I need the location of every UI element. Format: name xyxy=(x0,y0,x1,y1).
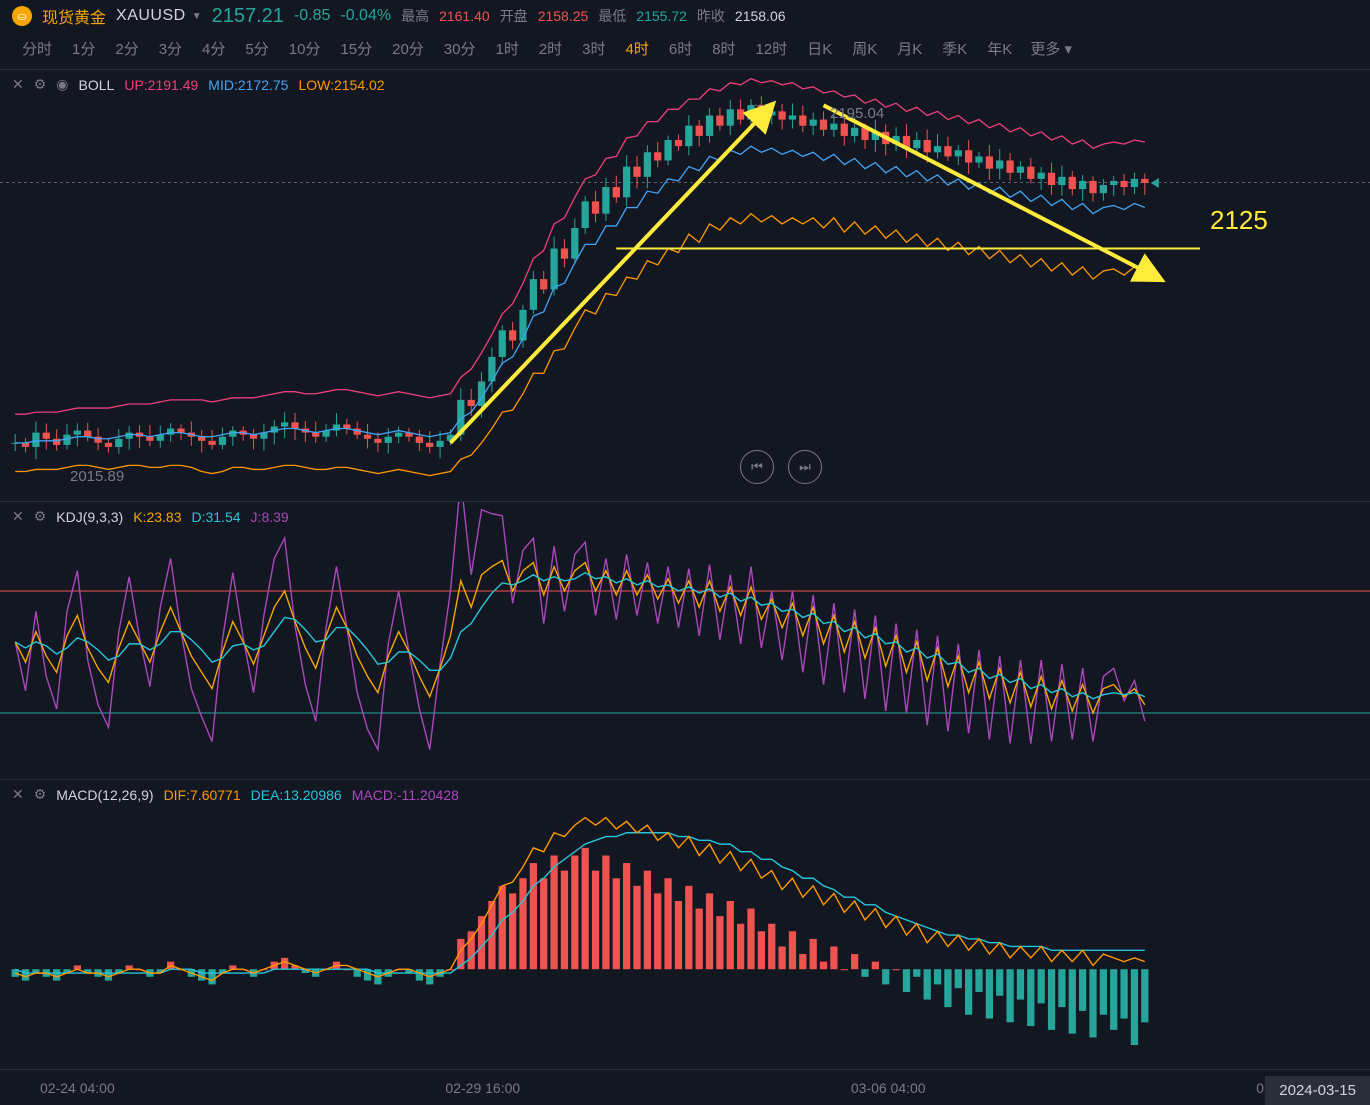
eye-icon[interactable]: ◉ xyxy=(56,76,68,93)
low-value: 2155.72 xyxy=(636,8,687,24)
close-icon[interactable]: ✕ xyxy=(12,76,24,93)
timeframe-周K[interactable]: 周K xyxy=(842,34,887,63)
low-annotation: 2015.89 xyxy=(70,468,124,485)
kdj-j-label: J: xyxy=(251,509,262,525)
timeframe-日K[interactable]: 日K xyxy=(797,34,842,63)
next-button[interactable]: ⏭ xyxy=(788,450,822,484)
price-change: -0.85 xyxy=(294,7,330,25)
timeframe-8时[interactable]: 8时 xyxy=(702,34,745,63)
current-date-badge: 2024-03-15 xyxy=(1265,1076,1370,1105)
macd-macd-label: MACD: xyxy=(352,787,397,803)
prev-label: 昨收 xyxy=(697,6,725,26)
timeframe-分时[interactable]: 分时 xyxy=(12,34,62,63)
timeframe-2时[interactable]: 2时 xyxy=(529,34,572,63)
symbol-icon: ⛀ xyxy=(12,6,32,26)
macd-dif-label: DIF: xyxy=(164,787,190,803)
kdj-j-value: 8.39 xyxy=(261,509,288,525)
timeframe-12时[interactable]: 12时 xyxy=(746,34,798,63)
kdj-d-value: 31.54 xyxy=(206,509,241,525)
quote-header: ⛀ 现货黄金 XAUUSD ▼ 2157.21 -0.85 -0.04% 最高 … xyxy=(0,0,1370,32)
timeframe-10分[interactable]: 10分 xyxy=(279,34,331,63)
high-label: 最高 xyxy=(401,6,429,26)
boll-low-label: LOW: xyxy=(298,77,334,93)
xaxis-label: 02-24 04:00 xyxy=(40,1080,115,1096)
timeframe-季K[interactable]: 季K xyxy=(932,34,977,63)
symbol-ticker[interactable]: XAUUSD xyxy=(116,7,186,25)
boll-low-value: 2154.02 xyxy=(334,77,385,93)
timeframe-row: 分时1分2分3分4分5分10分15分20分30分1时2时3时4时6时8时12时日… xyxy=(0,32,1370,70)
kdj-panel[interactable]: ✕ ⚙ KDJ(9,3,3) K:23.83 D:31.54 J:8.39 xyxy=(0,502,1370,780)
boll-label: BOLL xyxy=(79,77,115,93)
timeframe-more[interactable]: 更多 ▾ xyxy=(1022,34,1080,63)
timeframe-5分[interactable]: 5分 xyxy=(235,34,278,63)
kdj-chart-svg xyxy=(0,502,1370,780)
kdj-k-label: K: xyxy=(133,509,146,525)
timeframe-15分[interactable]: 15分 xyxy=(330,34,382,63)
timeframe-4分[interactable]: 4分 xyxy=(192,34,235,63)
timeframe-1时[interactable]: 1时 xyxy=(485,34,528,63)
symbol-name: 现货黄金 xyxy=(42,4,106,28)
price-chart-svg xyxy=(0,70,1370,502)
gear-icon[interactable]: ⚙ xyxy=(34,76,47,93)
boll-mid-value: 2172.75 xyxy=(238,77,289,93)
time-axis: 02-24 04:00 02-29 16:00 03-06 04:00 03-1… xyxy=(0,1070,1370,1105)
macd-label: MACD(12,26,9) xyxy=(56,787,153,803)
boll-header: ✕ ⚙ ◉ BOLL UP:2191.49 MID:2172.75 LOW:21… xyxy=(0,70,397,99)
timeframe-年K[interactable]: 年K xyxy=(977,34,1022,63)
timeframe-4时[interactable]: 4时 xyxy=(616,34,659,63)
high-value: 2161.40 xyxy=(439,8,490,24)
gear-icon[interactable]: ⚙ xyxy=(34,786,47,803)
timeframe-3时[interactable]: 3时 xyxy=(572,34,615,63)
close-icon[interactable]: ✕ xyxy=(12,786,24,803)
kdj-k-value: 23.83 xyxy=(146,509,181,525)
playback-controls: ⏮ ⏭ xyxy=(740,450,822,484)
close-icon[interactable]: ✕ xyxy=(12,508,24,525)
prev-button[interactable]: ⏮ xyxy=(740,450,774,484)
macd-panel[interactable]: ✕ ⚙ MACD(12,26,9) DIF:7.60771 DEA:13.209… xyxy=(0,780,1370,1070)
timeframe-2分[interactable]: 2分 xyxy=(105,34,148,63)
timeframe-6时[interactable]: 6时 xyxy=(659,34,702,63)
xaxis-label: 02-29 16:00 xyxy=(445,1080,520,1096)
macd-dea-value: 13.20986 xyxy=(283,787,341,803)
price-chart-panel[interactable]: ✕ ⚙ ◉ BOLL UP:2191.49 MID:2172.75 LOW:21… xyxy=(0,70,1370,502)
prev-value: 2158.06 xyxy=(735,8,786,24)
target-annotation: 2125 xyxy=(1210,205,1268,236)
kdj-label: KDJ(9,3,3) xyxy=(56,509,123,525)
symbol-dropdown-icon[interactable]: ▼ xyxy=(192,11,202,22)
macd-header: ✕ ⚙ MACD(12,26,9) DIF:7.60771 DEA:13.209… xyxy=(0,780,471,809)
macd-macd-value: -11.20428 xyxy=(397,787,459,803)
open-label: 开盘 xyxy=(500,6,528,26)
macd-dea-label: DEA: xyxy=(251,787,284,803)
macd-chart-svg xyxy=(0,780,1370,1070)
high-annotation: 2195.04 xyxy=(830,105,884,122)
timeframe-30分[interactable]: 30分 xyxy=(434,34,486,63)
low-label: 最低 xyxy=(598,6,626,26)
price-change-pct: -0.04% xyxy=(340,7,391,25)
kdj-d-label: D: xyxy=(192,509,206,525)
timeframe-月K[interactable]: 月K xyxy=(887,34,932,63)
boll-up-label: UP: xyxy=(124,77,147,93)
timeframe-3分[interactable]: 3分 xyxy=(149,34,192,63)
timeframe-1分[interactable]: 1分 xyxy=(62,34,105,63)
kdj-header: ✕ ⚙ KDJ(9,3,3) K:23.83 D:31.54 J:8.39 xyxy=(0,502,301,531)
open-value: 2158.25 xyxy=(538,8,589,24)
gear-icon[interactable]: ⚙ xyxy=(34,508,47,525)
boll-up-value: 2191.49 xyxy=(148,77,199,93)
macd-dif-value: 7.60771 xyxy=(190,787,241,803)
xaxis-label: 03-06 04:00 xyxy=(851,1080,926,1096)
boll-mid-label: MID: xyxy=(208,77,238,93)
last-price: 2157.21 xyxy=(212,5,284,28)
timeframe-20分[interactable]: 20分 xyxy=(382,34,434,63)
